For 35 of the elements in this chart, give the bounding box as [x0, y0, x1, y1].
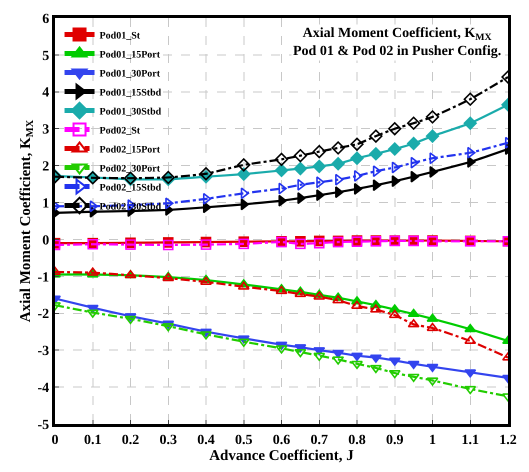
x-tick-label: 0.2 — [122, 432, 140, 448]
y-tick-label: 5 — [42, 48, 50, 64]
x-tick-label: 1.2 — [499, 432, 517, 448]
legend-label: Pod01_15Stbd — [100, 87, 162, 98]
x-tick-label: 0.5 — [235, 432, 252, 448]
legend-label: Pod01_St — [100, 30, 141, 42]
legend-label: Pod01_30Port — [100, 68, 161, 80]
x-tick-label: 0.3 — [160, 432, 177, 448]
y-tick-label: -2 — [38, 307, 50, 322]
x-tick-label: 0.6 — [272, 432, 290, 448]
y-tick-label: -4 — [38, 380, 50, 396]
y-tick-label: -3 — [38, 344, 50, 360]
x-axis-title: Advance Coefficient, J — [209, 448, 354, 464]
legend-label: Pod02_15Port — [100, 144, 161, 156]
x-tick-label: 0.8 — [348, 432, 366, 448]
y-tick-label: 0 — [42, 233, 50, 248]
legend-label: Pod01_15Port — [100, 49, 161, 60]
x-tick-label: 0.9 — [386, 432, 404, 448]
x-tick-label: 1.1 — [462, 432, 479, 448]
y-tick-label: -5 — [38, 418, 50, 433]
y-tick-label: 1 — [42, 196, 50, 212]
y-tick-label: -1 — [38, 270, 50, 286]
legend-label: Pod02_30Port — [100, 163, 161, 174]
y-tick-label: 3 — [42, 122, 50, 138]
x-tick-label: 0.7 — [310, 432, 328, 448]
text: Axial Moment Coefficient, K$_{MX}$ Pod 01 & Pod 02 in Pusher Config. — [293, 26, 502, 60]
y-tick-label: 6 — [42, 12, 50, 27]
legend-label: Pod01_30Stbd — [100, 106, 162, 118]
x-tick-label: 0.4 — [197, 432, 215, 448]
legend-label: Pod02_15Stbd — [100, 182, 162, 194]
y-tick-label: 4 — [42, 86, 50, 101]
x-tick-label: 1 — [429, 432, 436, 448]
y-tick-label: 2 — [42, 160, 50, 175]
x-tick-label: 0.1 — [84, 432, 102, 448]
legend-label: Pod02_St — [100, 125, 141, 136]
